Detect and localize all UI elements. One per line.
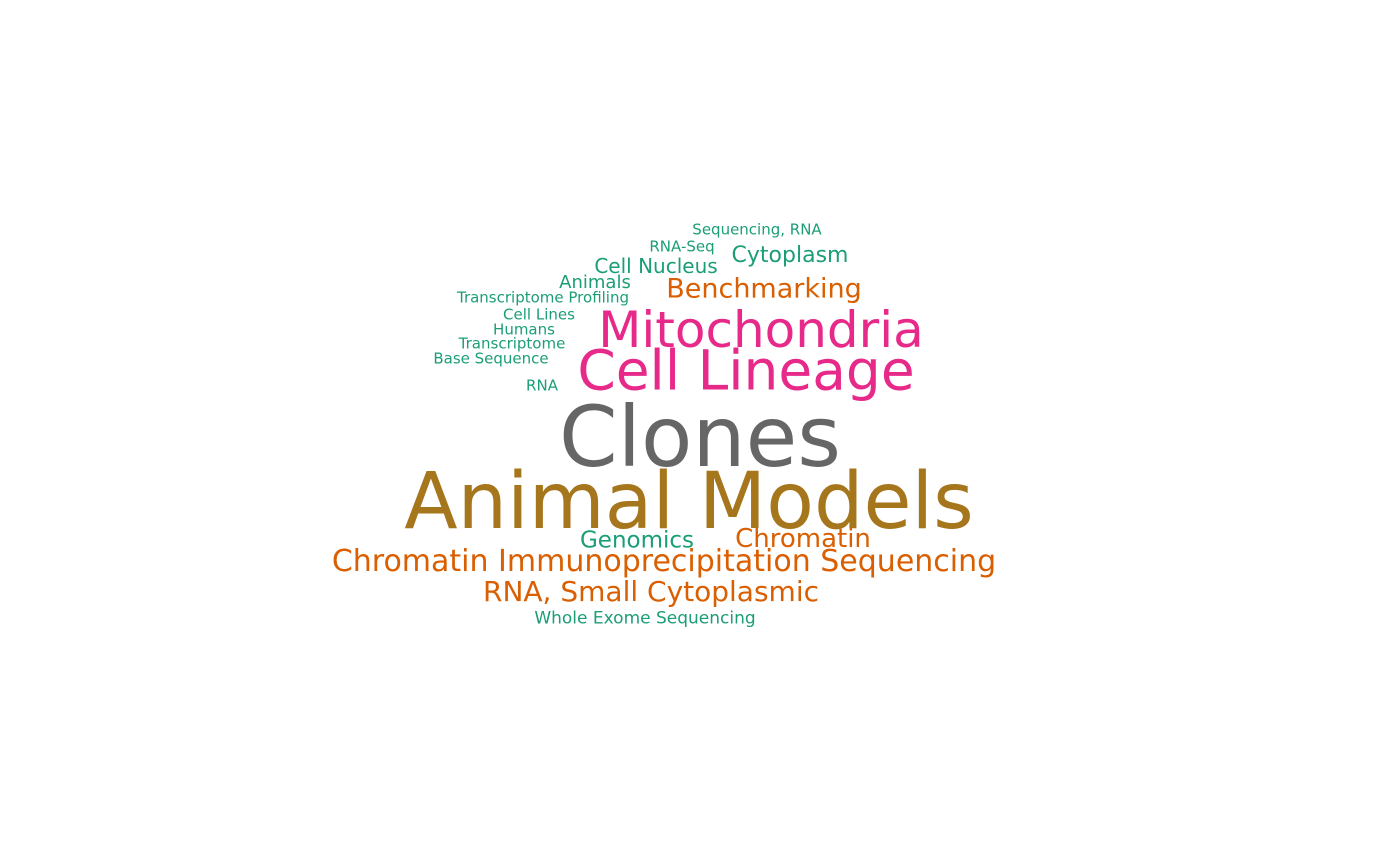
word-base-sequence: Base Sequence <box>433 349 549 368</box>
word-transcriptome-profiling: Transcriptome Profiling <box>456 288 630 307</box>
word-genomics: Genomics <box>579 527 695 554</box>
word-whole-exome-sequencing: Whole Exome Sequencing <box>534 608 756 629</box>
word-animal-models: Animal Models <box>404 457 974 547</box>
word-chromatin-immunoprecipitation-sequencing: Chromatin Immunoprecipitation Sequencing <box>331 544 997 579</box>
word-rna: RNA <box>526 376 558 395</box>
word-benchmarking: Benchmarking <box>666 273 862 305</box>
word-rna-seq: RNA-Seq <box>649 237 715 256</box>
word-humans: Humans <box>493 320 555 339</box>
word-chromatin: Chromatin <box>735 524 871 554</box>
word-cell-lineage: Cell Lineage <box>577 338 915 403</box>
word-animals: Animals <box>559 272 631 293</box>
word-transcriptome: Transcriptome <box>458 334 566 353</box>
word-clones: Clones <box>558 388 842 486</box>
word-mitochondria: Mitochondria <box>598 301 924 359</box>
word-sequencing-rna: Sequencing, RNA <box>692 220 822 239</box>
word-rna-small-cytoplasmic: RNA, Small Cytoplasmic <box>483 575 819 608</box>
word-cell-nucleus: Cell Nucleus <box>594 254 718 278</box>
word-cytoplasm: Cytoplasm <box>731 243 849 268</box>
word-cell-lines: Cell Lines <box>503 305 575 324</box>
